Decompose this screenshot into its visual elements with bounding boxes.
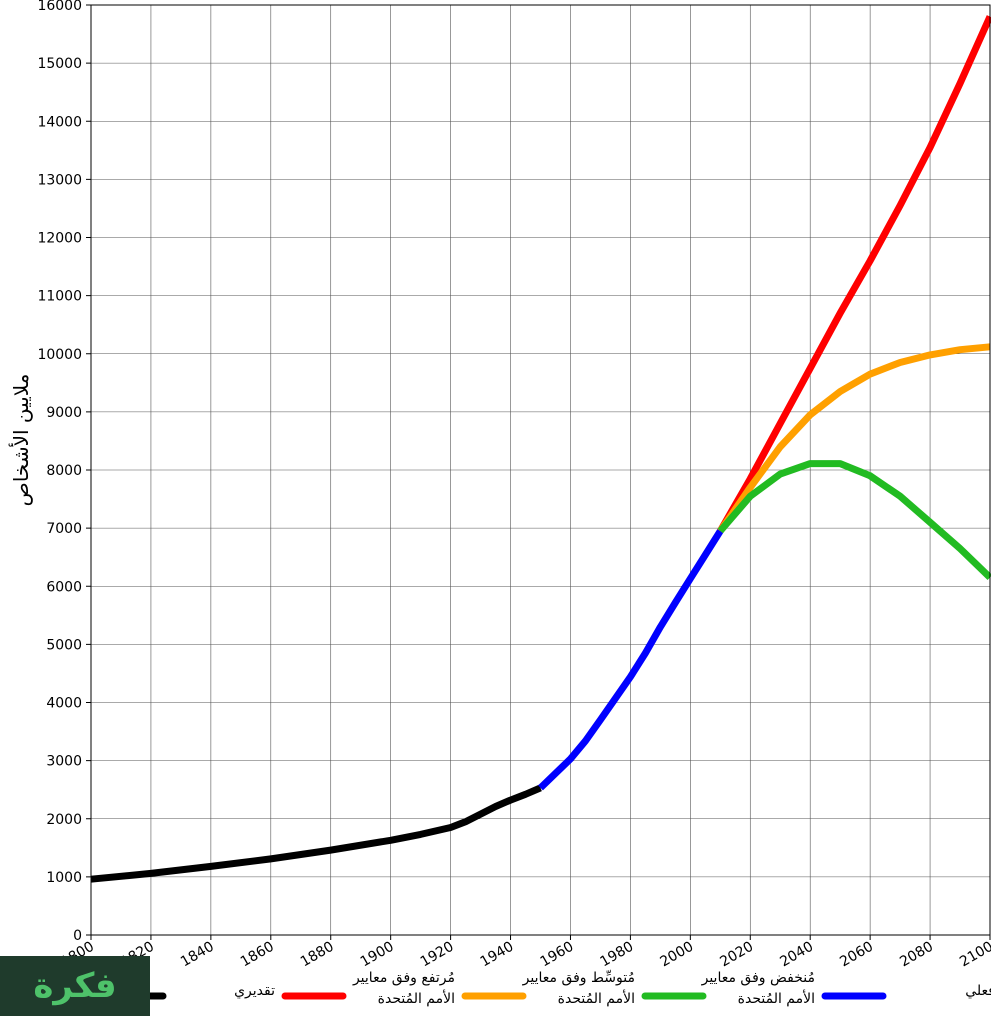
series-line-1	[538, 529, 724, 791]
legend-label-1: مُرتفع وفق معايير	[352, 970, 455, 986]
x-tick-label: 2020	[717, 939, 756, 971]
y-tick-label: 1000	[46, 870, 82, 886]
legend-label-2: الأمم المُتحدة	[558, 989, 635, 1007]
legend-label-3: مُنخفض وفق معايير	[701, 970, 815, 986]
y-axis-label: ملايين الأشخاص	[9, 374, 33, 507]
y-axis-ticks: 0 1000 2000 3000 4000 5000 6000 7000 8000 9000 100…	[37, 0, 91, 944]
legend: تقديري مُرتفع وفق معايير الأمم المُتحدة مُت…	[101, 970, 991, 1007]
watermark-logo: فكرة	[0, 956, 150, 1016]
y-tick-label: 12000	[37, 231, 82, 247]
y-tick-label: 14000	[37, 114, 82, 130]
x-tick-label: 2060	[837, 939, 876, 971]
series-line-0	[90, 784, 542, 883]
legend-label-1: الأمم المُتحدة	[378, 989, 455, 1007]
x-tick-label: 1900	[358, 939, 397, 971]
y-tick-label: 10000	[37, 347, 82, 363]
y-tick-label: 13000	[37, 172, 82, 188]
series-line-3	[717, 343, 991, 533]
series-line-4	[717, 460, 991, 581]
plot-frame	[90, 4, 991, 936]
y-tick-label: 5000	[46, 637, 82, 653]
x-tick-label: 1980	[598, 939, 637, 971]
y-tick-label: 9000	[46, 405, 82, 421]
x-tick-label: 1940	[478, 939, 517, 971]
series-line-2	[717, 15, 991, 533]
y-tick-label: 4000	[46, 696, 82, 712]
x-tick-label: 1840	[178, 939, 217, 971]
x-tick-label: 2000	[657, 939, 696, 971]
grid	[90, 4, 991, 936]
x-tick-label: 1880	[298, 939, 337, 971]
y-tick-label: 0	[73, 928, 82, 944]
y-tick-label: 2000	[46, 812, 82, 828]
x-axis-ticks: 1800 1820 1840 1860 1880 1900 1920 1940 1960 1980…	[58, 935, 991, 970]
y-tick-label: 16000	[37, 0, 82, 14]
x-tick-label: 2100	[957, 939, 991, 971]
x-tick-label: 2080	[897, 939, 936, 971]
legend-label-3: الأمم المُتحدة	[738, 989, 815, 1007]
legend-label-2: مُتوسِّط وفق معايير	[522, 970, 635, 986]
legend-label-0: تقديري	[234, 983, 275, 999]
y-tick-label: 8000	[46, 463, 82, 479]
x-tick-label: 1860	[238, 939, 277, 971]
y-tick-label: 3000	[46, 754, 82, 770]
x-tick-label: 2040	[777, 939, 816, 971]
y-tick-label: 7000	[46, 521, 82, 537]
x-tick-label: 1920	[418, 939, 457, 971]
series-lines	[90, 15, 991, 883]
y-tick-label: 15000	[37, 56, 82, 72]
legend-label-4: فعلي	[965, 983, 991, 999]
y-tick-label: 6000	[46, 579, 82, 595]
x-tick-label: 1960	[538, 939, 577, 971]
y-tick-label: 11000	[37, 289, 82, 305]
